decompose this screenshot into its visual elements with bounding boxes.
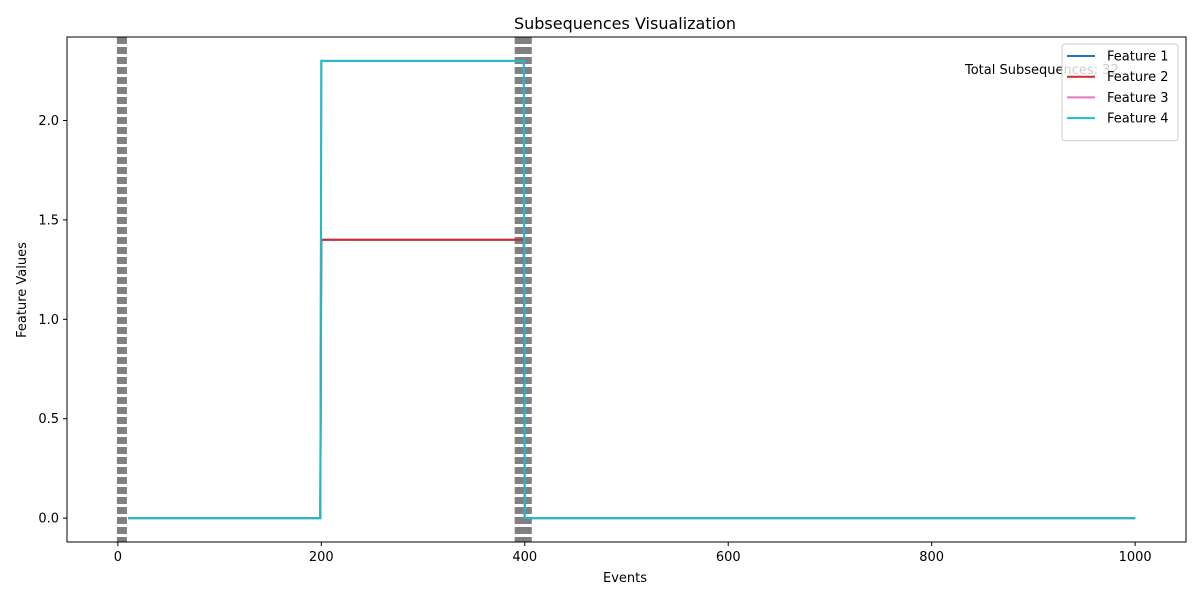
y-tick-label: 0.5 [38,412,59,427]
x-tick-label: 600 [716,550,741,565]
x-tick-label: 1000 [1119,550,1152,565]
legend-label-feature-1: Feature 1 [1107,50,1169,65]
series-line-feature-4 [128,59,1136,520]
x-tick-label: 0 [114,550,122,565]
legend-box [1061,43,1179,142]
x-axis-label: Events [603,571,647,586]
legend-label-feature-4: Feature 4 [1107,112,1169,127]
y-tick-label: 0.0 [38,512,59,527]
x-tick-label: 200 [309,550,334,565]
x-tick-label: 400 [512,550,537,565]
chart-title: Subsequences Visualization [514,14,736,33]
y-axis-label: Feature Values [15,242,30,338]
y-tick-label: 1.0 [38,313,59,328]
x-tick-label: 800 [919,550,944,565]
plot-frame [66,36,1187,543]
legend-label-feature-2: Feature 2 [1107,70,1169,85]
y-tick-label: 1.5 [38,213,59,228]
legend-label-feature-3: Feature 3 [1107,91,1169,106]
y-tick-label: 2.0 [38,114,59,129]
